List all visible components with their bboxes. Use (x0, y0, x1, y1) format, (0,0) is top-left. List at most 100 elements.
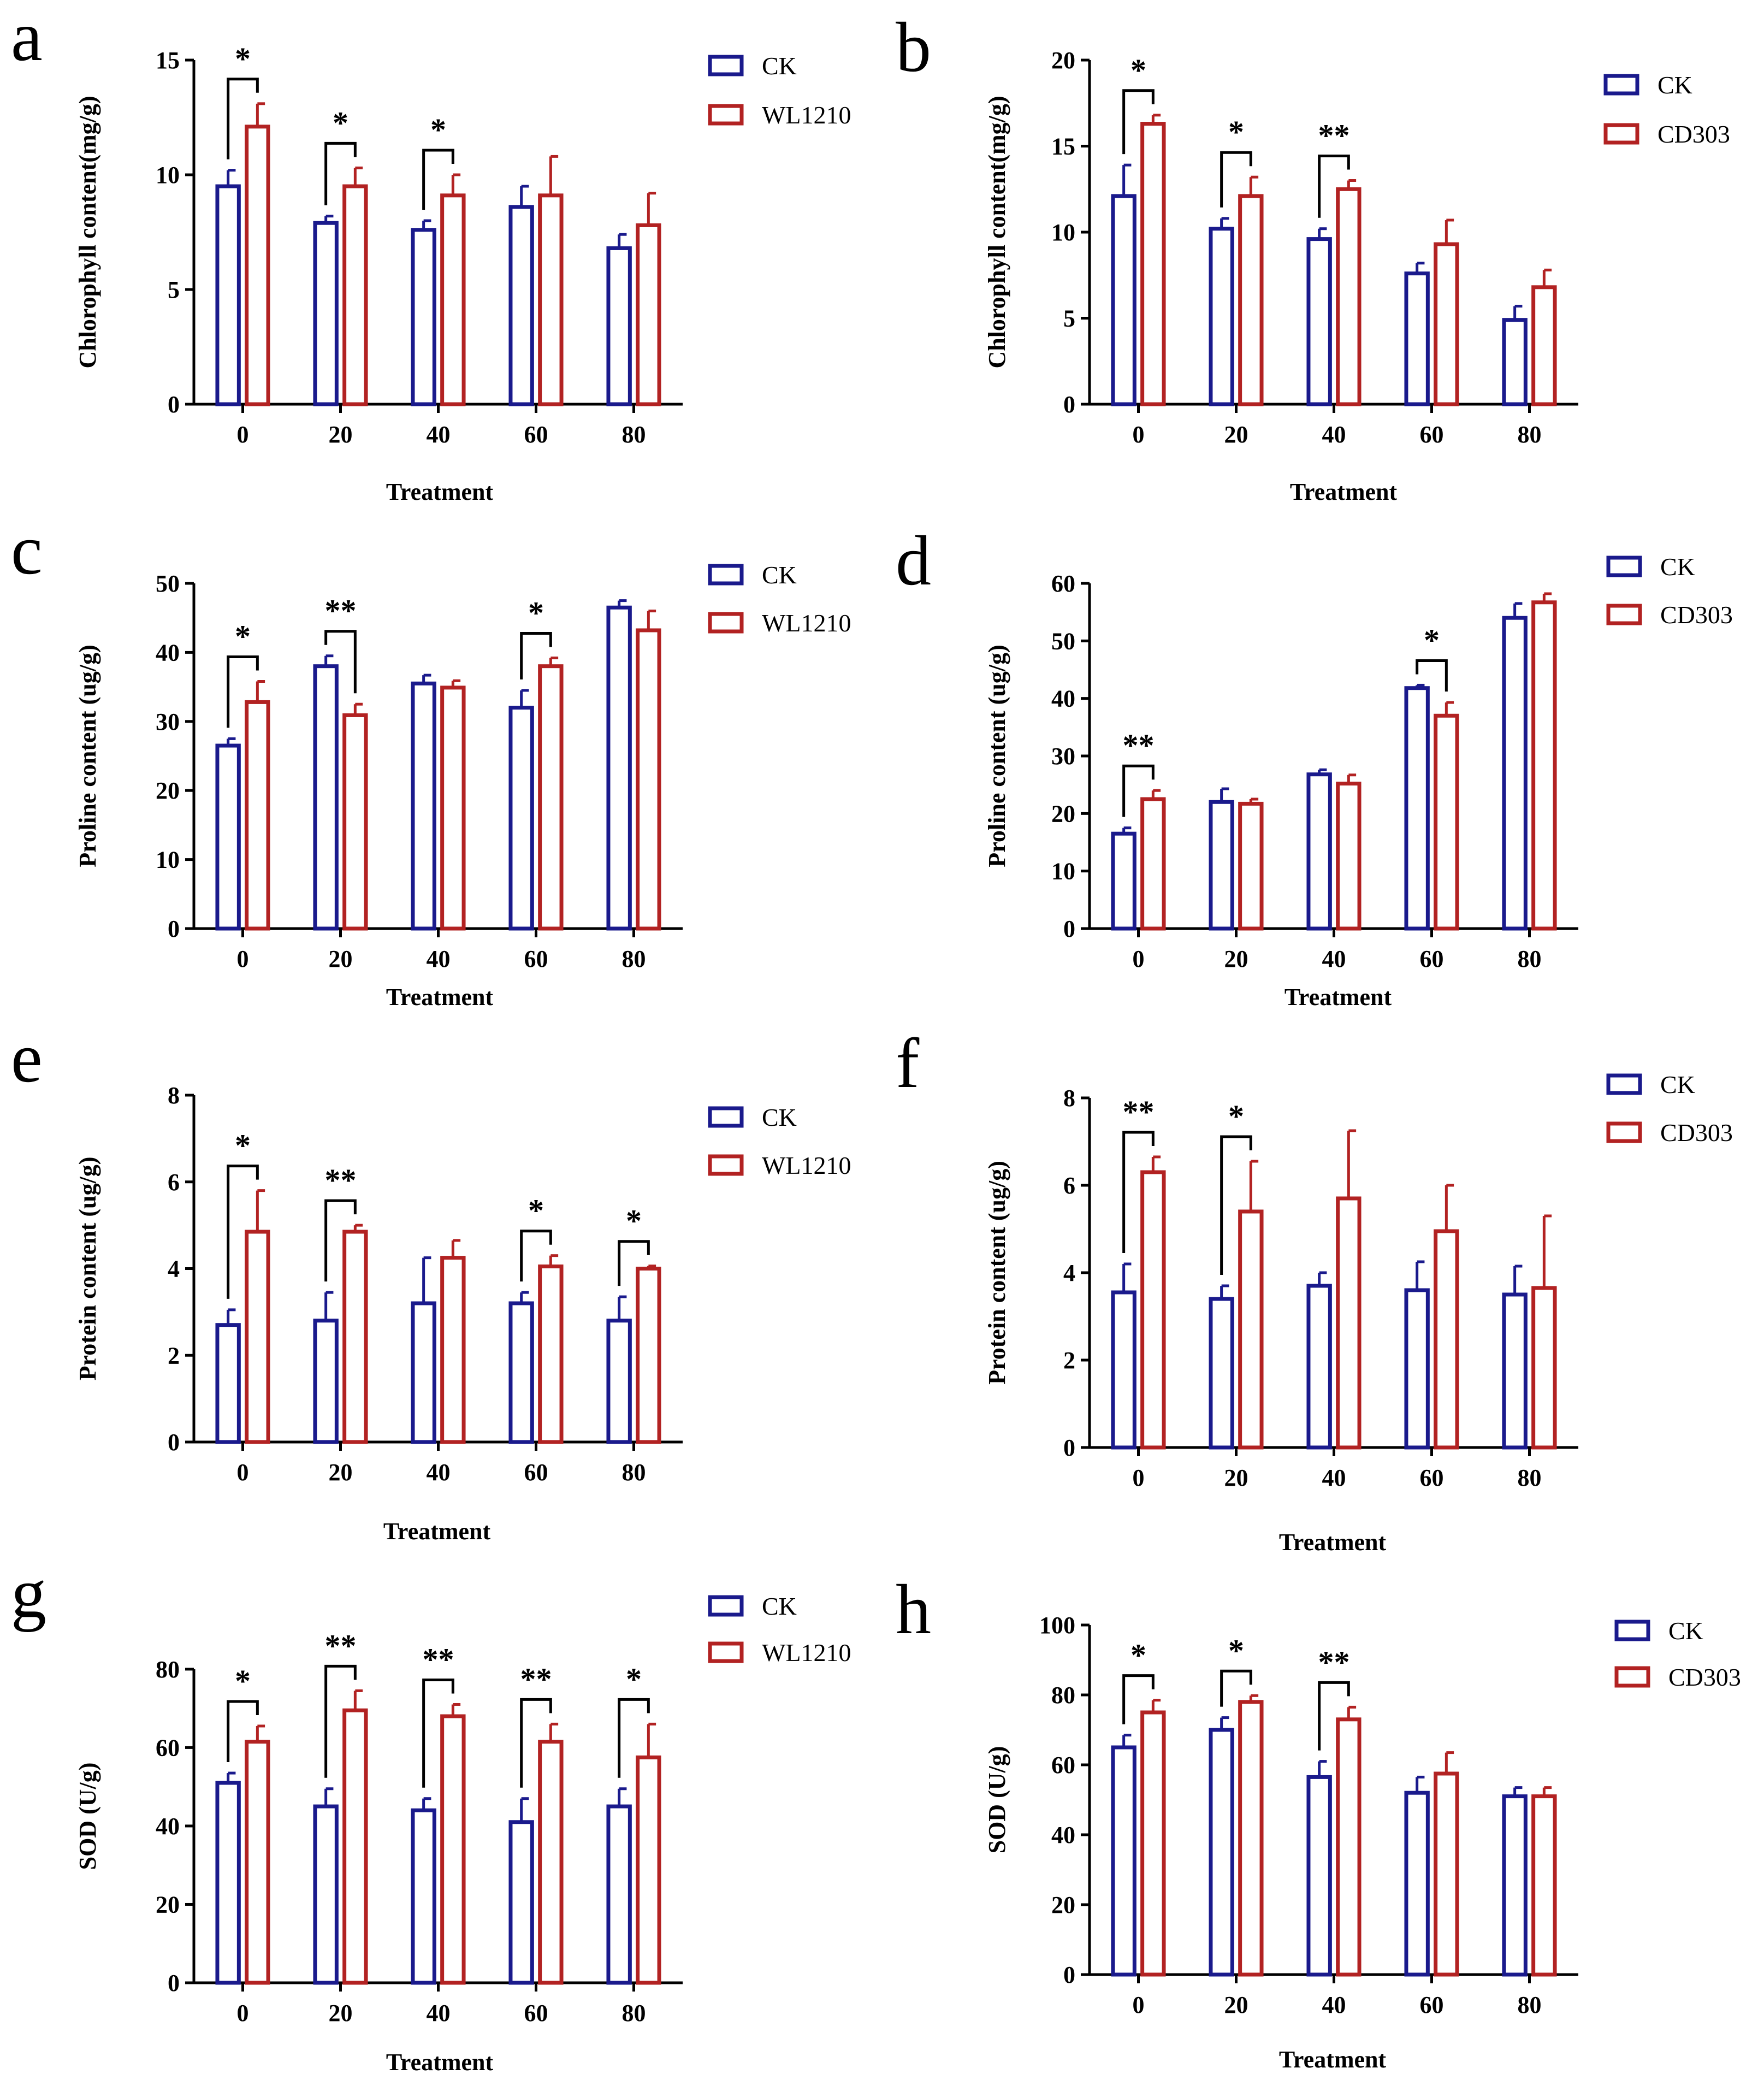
bar-ck (1404, 1288, 1430, 1450)
y-tick-label: 50 (1051, 628, 1075, 654)
bar-ck (1404, 271, 1430, 406)
bar-treatment (245, 1740, 270, 1985)
bar-ck (508, 1820, 534, 1985)
y-tick-label: 60 (156, 1734, 180, 1761)
significance-label: ** (325, 593, 357, 629)
legend-label: WL1210 (762, 609, 851, 637)
panel-h: h 0 20 40 60 80 100 SOD (U/g) Treatment 0 20 40 60 80… (896, 1570, 1741, 2073)
bar-ck (215, 1781, 241, 1985)
y-tick-label: 60 (1051, 1752, 1075, 1778)
x-tick-label: 40 (427, 2000, 451, 2026)
panel-a: a 0 5 10 15 Chlorophyll content(mg/g) Treatmen… (11, 0, 851, 505)
x-axis-title-f: Treatment (1279, 1529, 1387, 1556)
bar-ck (215, 184, 241, 406)
significance-bracket (1318, 1681, 1350, 1751)
panel-letter-a: a (11, 0, 43, 76)
legend-label: CK (1668, 1617, 1703, 1645)
x-tick-label: 20 (1224, 1464, 1248, 1491)
y-tick-label: 10 (1051, 219, 1075, 246)
bar-treatment (440, 686, 466, 931)
y-tick-label: 100 (1039, 1612, 1075, 1639)
bar-ck (508, 706, 534, 931)
x-tick-label: 80 (622, 421, 646, 448)
bar-ck (313, 1804, 339, 1985)
bar-treatment (245, 125, 270, 406)
bar-treatment (1336, 187, 1362, 406)
bar-treatment (1140, 122, 1166, 406)
x-tick-label: 60 (524, 2000, 548, 2026)
legend-label: CK (1660, 553, 1695, 581)
y-axis-title-g: SOD (U/g) (74, 1763, 101, 1870)
x-tick-label: 0 (1133, 421, 1145, 448)
significance-label: * (1130, 1638, 1146, 1673)
bar-ck (606, 246, 632, 406)
y-tick-label: 10 (1051, 858, 1075, 885)
y-tick-label: 6 (168, 1169, 180, 1196)
significance-label: ** (520, 1661, 552, 1697)
panel-letter-b: b (896, 8, 931, 87)
bar-treatment (1140, 797, 1166, 931)
y-tick-label: 8 (168, 1082, 180, 1109)
y-tick-label: 20 (156, 1891, 180, 1918)
y-tick-label: 6 (1063, 1172, 1075, 1199)
y-tick-label: 0 (168, 1429, 180, 1456)
bar-treatment (636, 223, 661, 406)
significance-label: * (235, 618, 251, 654)
bar-ck (1111, 194, 1136, 406)
y-tick-label: 0 (1063, 1961, 1075, 1988)
bar-ck (1209, 800, 1234, 931)
y-tick-label: 20 (1051, 1892, 1075, 1918)
panel-e: e 0 2 4 6 8 Protein content (ug/g) Treatment 0 20… (11, 1019, 851, 1545)
legend-swatch-ck (1606, 1073, 1642, 1095)
y-tick-label: 10 (156, 847, 180, 873)
bar-treatment (342, 1230, 368, 1444)
bar-treatment (1434, 242, 1459, 406)
significance-bracket (1220, 1135, 1252, 1275)
x-tick-label: 0 (237, 421, 249, 448)
significance-label: * (430, 112, 446, 147)
y-axis-title-b: Chlorophyll content(mg/g) (984, 96, 1010, 368)
bar-ck (411, 1808, 436, 1985)
x-tick-label: 0 (237, 1459, 249, 1486)
significance-bracket (422, 1678, 454, 1788)
y-tick-label: 2 (168, 1342, 180, 1369)
bar-ck (1111, 831, 1136, 931)
panel-letter-e: e (11, 1019, 43, 1097)
y-tick-label: 30 (1051, 743, 1075, 770)
x-tick-label: 20 (1224, 421, 1248, 448)
y-axis-title-f: Protein content (ug/g) (984, 1161, 1010, 1385)
y-axis-title-c: Proline content (ug/g) (74, 645, 101, 867)
significance-bracket (1122, 89, 1155, 155)
bar-ck (1209, 1728, 1234, 1977)
legend-swatch-ck (1614, 1620, 1650, 1641)
significance-label: ** (1123, 728, 1155, 763)
legend-label: CD303 (1660, 601, 1733, 629)
y-tick-label: 80 (156, 1656, 180, 1683)
bar-treatment (538, 1740, 564, 1985)
bar-treatment (1238, 194, 1264, 406)
x-axis-title-c: Treatment (386, 984, 494, 1011)
legend-label: CD303 (1668, 1663, 1741, 1691)
bar-treatment (1531, 1286, 1557, 1450)
x-tick-label: 60 (1420, 1464, 1444, 1491)
panel-d: d 0 10 20 30 40 50 60 Proline content (ug/g) Trea… (896, 522, 1733, 1011)
significance-label: ** (325, 1628, 357, 1663)
bar-ck (313, 664, 339, 931)
legend-swatch-treatment (1606, 604, 1642, 625)
x-tick-label: 60 (1420, 1992, 1444, 2018)
y-tick-label: 40 (156, 639, 180, 666)
legend-swatch-treatment (708, 1641, 744, 1663)
y-tick-label: 0 (1063, 915, 1075, 942)
bar-treatment (1238, 801, 1264, 931)
bar-ck (411, 681, 436, 931)
bar-ck (508, 1301, 534, 1444)
bar-treatment (1238, 1209, 1264, 1450)
significance-bracket (227, 78, 259, 159)
panel-f: f 0 2 4 6 8 Protein content (ug/g) Treatment 0 20… (896, 1024, 1733, 1556)
bar-treatment (342, 184, 368, 406)
x-tick-label: 80 (1518, 1992, 1542, 2018)
legend-swatch-ck (1606, 556, 1642, 577)
significance-bracket (1122, 1674, 1155, 1724)
